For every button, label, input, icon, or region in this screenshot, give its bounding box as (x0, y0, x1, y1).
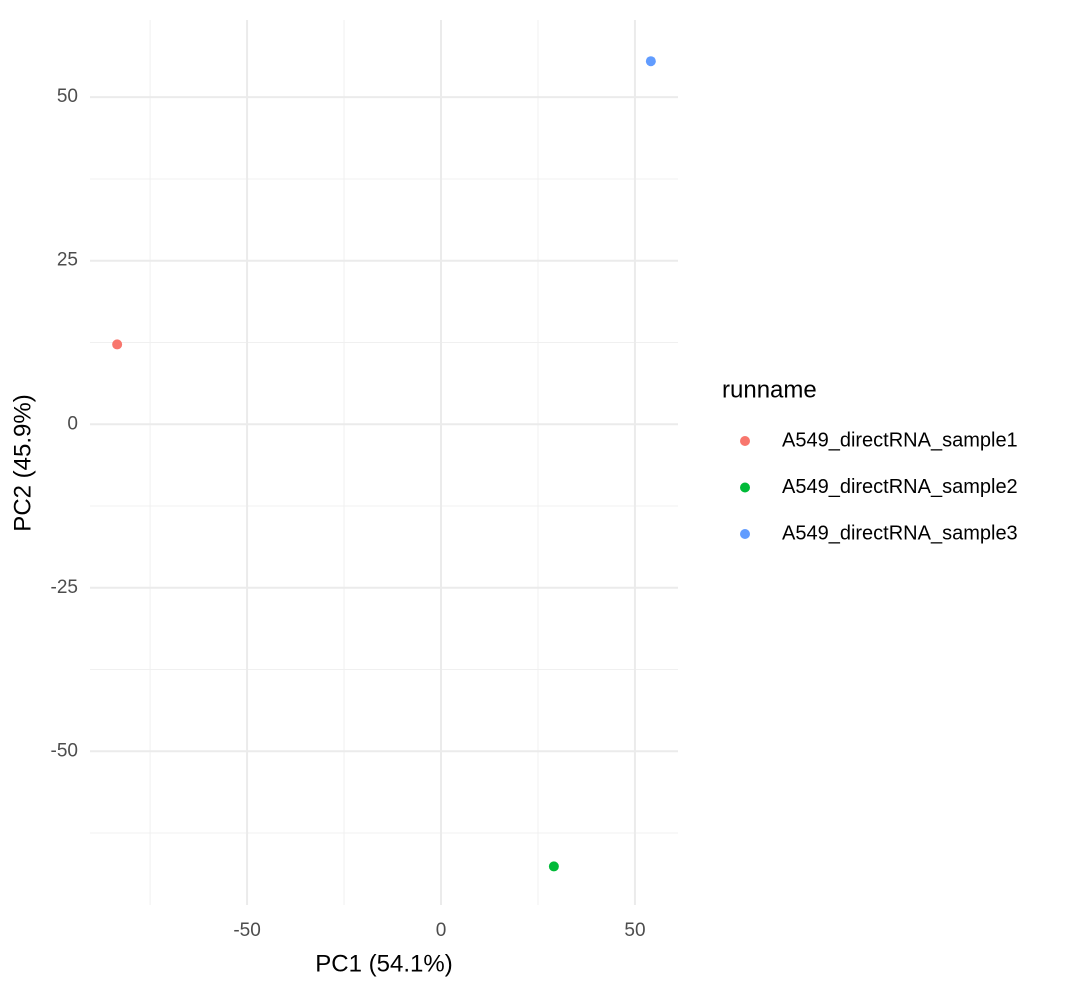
legend-label: A549_directRNA_sample3 (782, 522, 1018, 544)
point (112, 339, 123, 350)
legend-swatch (740, 436, 750, 446)
x-tick-label: -50 (233, 920, 260, 941)
legend-swatch (740, 529, 750, 539)
y-tick-label: -25 (51, 577, 78, 598)
legend-swatch (740, 482, 750, 493)
x-axis-title: PC1 (54.1%) (315, 950, 452, 977)
x-tick-label: 0 (436, 920, 447, 941)
y-axis-title: PC2 (45.9%) (9, 394, 36, 531)
y-tick-label: 0 (67, 413, 78, 434)
y-tick-label: 50 (57, 86, 78, 107)
point (548, 861, 559, 872)
y-tick-label: -50 (51, 740, 78, 761)
y-tick-label: 25 (57, 250, 78, 271)
x-tick-label: 50 (624, 920, 645, 941)
legend-label: A549_directRNA_sample2 (782, 476, 1018, 498)
legend-title: runname (722, 376, 817, 403)
legend-label: A549_directRNA_sample1 (782, 429, 1018, 451)
point (645, 56, 656, 67)
